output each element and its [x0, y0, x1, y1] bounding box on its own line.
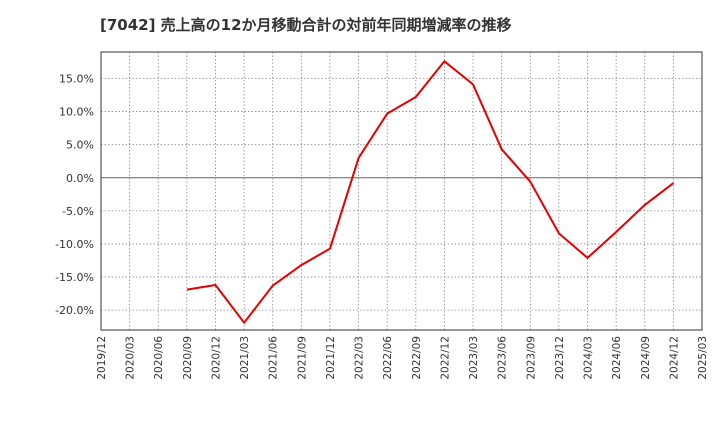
x-tick-label: 2020/06 [153, 336, 165, 380]
series-line [186, 60, 675, 324]
y-tick-label: -15.0% [55, 271, 94, 284]
y-tick-label: 5.0% [66, 139, 94, 152]
grid [100, 52, 703, 330]
x-tick-label: 2022/03 [354, 336, 366, 380]
x-tick-label: 2019/12 [96, 336, 108, 380]
x-tick-label: 2021/12 [325, 336, 337, 380]
x-tick-label: 2021/09 [296, 336, 308, 380]
y-tick-label: -20.0% [55, 304, 94, 317]
y-tick-label: 15.0% [59, 72, 94, 85]
x-tick-label: 2025/03 [697, 336, 709, 380]
x-tick-label: 2023/06 [497, 336, 509, 380]
x-tick-label: 2024/09 [640, 336, 652, 380]
x-tick-label: 2024/03 [583, 336, 595, 380]
x-tick-label: 2020/09 [182, 336, 194, 380]
plot-frame [100, 51, 703, 331]
x-tick-label: 2023/03 [468, 336, 480, 380]
y-tick-label: -10.0% [55, 238, 94, 251]
x-tick-label: 2023/09 [525, 336, 537, 380]
x-tick-label: 2023/12 [554, 336, 566, 380]
chart-title: [7042] 売上高の12か月移動合計の対前年同期増減率の推移 [100, 16, 512, 34]
series-layer [186, 60, 675, 324]
x-tick-label: 2024/06 [611, 336, 623, 380]
x-tick-label: 2020/03 [125, 336, 137, 380]
x-tick-label: 2024/12 [668, 336, 680, 380]
y-axis: 15.0% 10.0% 5.0% 0.0% -5.0% -10.0% -15.0% -20.0… [55, 72, 94, 317]
x-tick-label: 2022/12 [439, 336, 451, 380]
y-tick-label: 10.0% [59, 106, 94, 119]
x-tick-label: 2021/03 [239, 336, 251, 380]
x-tick-label: 2021/06 [268, 336, 280, 380]
x-tick-label: 2022/06 [382, 336, 394, 380]
y-tick-label: -5.0% [62, 205, 94, 218]
y-tick-label: 0.0% [66, 172, 94, 185]
x-axis: 2019/12 2020/03 2020/06 2020/09 2020/12 2021/… [96, 336, 709, 380]
x-tick-label: 2022/09 [411, 336, 423, 380]
x-tick-label: 2020/12 [210, 336, 222, 380]
